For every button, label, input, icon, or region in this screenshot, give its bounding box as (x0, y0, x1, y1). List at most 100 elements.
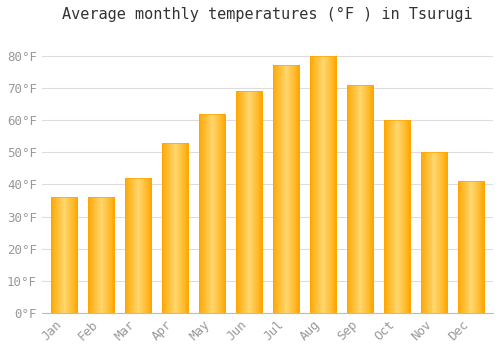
Bar (320, 56, 322, 313)
Bar (328, 56, 329, 313)
Bar (366, 85, 367, 313)
Bar (426, 152, 427, 313)
Bar (476, 181, 477, 313)
Bar (66, 197, 68, 313)
Bar (292, 65, 293, 313)
Bar (360, 85, 362, 313)
Bar (319, 56, 320, 313)
Bar (126, 178, 128, 313)
Bar (436, 152, 437, 313)
Bar (260, 91, 262, 313)
Bar (434, 152, 436, 313)
Bar (218, 114, 219, 313)
Bar (205, 114, 206, 313)
Bar (384, 120, 410, 313)
Bar (388, 120, 389, 313)
Bar (272, 65, 299, 313)
Bar (368, 85, 370, 313)
Bar (124, 178, 126, 313)
Bar (386, 120, 388, 313)
Bar (439, 152, 440, 313)
Bar (132, 178, 133, 313)
Bar (203, 114, 204, 313)
Bar (480, 181, 482, 313)
Bar (135, 178, 136, 313)
Bar (242, 91, 243, 313)
Bar (105, 197, 106, 313)
Bar (384, 120, 386, 313)
Bar (56, 197, 57, 313)
Bar (104, 197, 105, 313)
Bar (130, 178, 131, 313)
Bar (262, 91, 263, 313)
Bar (92, 197, 93, 313)
Bar (243, 91, 244, 313)
Bar (58, 197, 59, 313)
Bar (470, 181, 472, 313)
Bar (148, 178, 150, 313)
Bar (278, 65, 279, 313)
Bar (473, 181, 474, 313)
Title: Average monthly temperatures (°F ) in Tsurugi: Average monthly temperatures (°F ) in Ts… (62, 7, 472, 22)
Bar (140, 178, 141, 313)
Bar (198, 114, 226, 313)
Bar (290, 65, 291, 313)
Bar (168, 143, 169, 313)
Bar (346, 85, 348, 313)
Bar (294, 65, 296, 313)
Bar (392, 120, 393, 313)
Bar (144, 178, 145, 313)
Bar (299, 65, 300, 313)
Bar (284, 65, 286, 313)
Bar (310, 56, 336, 313)
Bar (138, 178, 140, 313)
Bar (245, 91, 246, 313)
Bar (181, 143, 182, 313)
Bar (315, 56, 316, 313)
Bar (441, 152, 442, 313)
Bar (400, 120, 401, 313)
Bar (110, 197, 112, 313)
Bar (256, 91, 257, 313)
Bar (150, 178, 152, 313)
Bar (281, 65, 282, 313)
Bar (446, 152, 447, 313)
Bar (54, 197, 56, 313)
Bar (208, 114, 209, 313)
Bar (474, 181, 475, 313)
Bar (207, 114, 208, 313)
Bar (440, 152, 441, 313)
Bar (61, 197, 62, 313)
Bar (253, 91, 254, 313)
Bar (143, 178, 144, 313)
Bar (390, 120, 391, 313)
Bar (258, 91, 260, 313)
Bar (71, 197, 72, 313)
Bar (346, 85, 373, 313)
Bar (458, 181, 460, 313)
Bar (352, 85, 353, 313)
Bar (248, 91, 250, 313)
Bar (141, 178, 142, 313)
Bar (356, 85, 358, 313)
Bar (70, 197, 71, 313)
Bar (88, 197, 90, 313)
Bar (406, 120, 408, 313)
Bar (252, 91, 253, 313)
Bar (88, 197, 115, 313)
Bar (94, 197, 95, 313)
Bar (372, 85, 374, 313)
Bar (425, 152, 426, 313)
Bar (238, 91, 240, 313)
Bar (102, 197, 104, 313)
Bar (296, 65, 298, 313)
Bar (458, 181, 484, 313)
Bar (250, 91, 252, 313)
Bar (224, 114, 226, 313)
Bar (482, 181, 484, 313)
Bar (240, 91, 241, 313)
Bar (432, 152, 434, 313)
Bar (291, 65, 292, 313)
Bar (114, 197, 116, 313)
Bar (477, 181, 478, 313)
